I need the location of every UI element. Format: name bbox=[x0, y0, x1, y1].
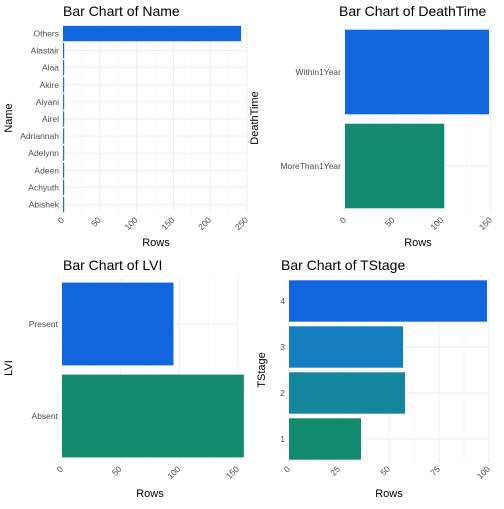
y-tick-label: Alaa bbox=[42, 63, 59, 73]
chart-lvi: Bar Chart of LVI Rows LVI Absent Present 0… bbox=[3, 257, 244, 500]
y-axis-title: TStage bbox=[256, 352, 268, 387]
bar bbox=[289, 418, 361, 460]
y-tick-label: Adriannah bbox=[20, 131, 59, 141]
y-tick-label: Adelynn bbox=[28, 148, 59, 158]
bar bbox=[63, 25, 242, 42]
bar bbox=[63, 60, 65, 76]
bar bbox=[345, 123, 445, 209]
x-axis-title: Rows bbox=[404, 237, 432, 249]
bar bbox=[62, 282, 174, 366]
bar bbox=[63, 179, 65, 196]
y-tick-label: 2 bbox=[280, 388, 285, 398]
y-tick-label: Adeen bbox=[34, 165, 59, 175]
y-tick-label: Achyuth bbox=[28, 182, 59, 192]
x-tick-label: 0 bbox=[282, 464, 293, 475]
bar bbox=[289, 326, 403, 368]
y-axis-title: LVI bbox=[3, 360, 15, 376]
y-tick-label: Within1Year bbox=[295, 67, 341, 77]
chart-name: Bar Chart of Name Rows Name Abishek Achyu… bbox=[3, 3, 250, 249]
y-tick-label: Akire bbox=[40, 80, 60, 90]
bar bbox=[63, 94, 65, 110]
y-axis-title: DeathTime bbox=[249, 91, 261, 144]
chart-title: Bar Chart of TStage bbox=[281, 257, 405, 273]
y-tick-label: Others bbox=[33, 29, 59, 39]
bar bbox=[289, 280, 487, 322]
x-tick-label: 0 bbox=[56, 215, 67, 226]
x-tick-label: 0 bbox=[55, 464, 66, 475]
bar bbox=[63, 145, 65, 161]
y-tick-label: Absent bbox=[32, 411, 59, 421]
x-tick-label: 0 bbox=[338, 215, 349, 226]
chart-deathtime: Bar Chart of DeathTime Rows DeathTime Mo… bbox=[249, 3, 494, 249]
y-tick-label: Abishek bbox=[29, 199, 60, 209]
x-axis-title: Rows bbox=[375, 488, 403, 500]
chart-title: Bar Chart of DeathTime bbox=[339, 3, 487, 19]
bar bbox=[289, 372, 405, 414]
chart-title: Bar Chart of LVI bbox=[63, 257, 162, 273]
y-axis-title: Name bbox=[3, 103, 15, 132]
y-tick-label: 4 bbox=[280, 296, 285, 306]
bar bbox=[62, 374, 244, 458]
y-tick-label: Alastair bbox=[31, 46, 60, 56]
bar bbox=[345, 29, 490, 115]
y-tick-label: 3 bbox=[280, 342, 285, 352]
y-tick-label: MoreThan1Year bbox=[280, 161, 341, 171]
plot-area: Abishek Achyuth Adeen Adelynn Adriannah Airel… bbox=[20, 25, 250, 232]
y-tick-label: Present bbox=[29, 319, 59, 329]
bar bbox=[63, 111, 65, 127]
x-axis-title: Rows bbox=[136, 488, 164, 500]
bar bbox=[63, 42, 65, 59]
bar bbox=[63, 128, 65, 144]
y-tick-label: Aiyani bbox=[36, 97, 59, 107]
bar bbox=[63, 162, 65, 178]
bar bbox=[63, 77, 65, 93]
bar bbox=[63, 196, 65, 213]
x-axis-title: Rows bbox=[142, 237, 170, 249]
y-tick-label: Airel bbox=[42, 114, 59, 124]
y-tick-label: 1 bbox=[280, 434, 285, 444]
chart-title: Bar Chart of Name bbox=[63, 3, 180, 19]
